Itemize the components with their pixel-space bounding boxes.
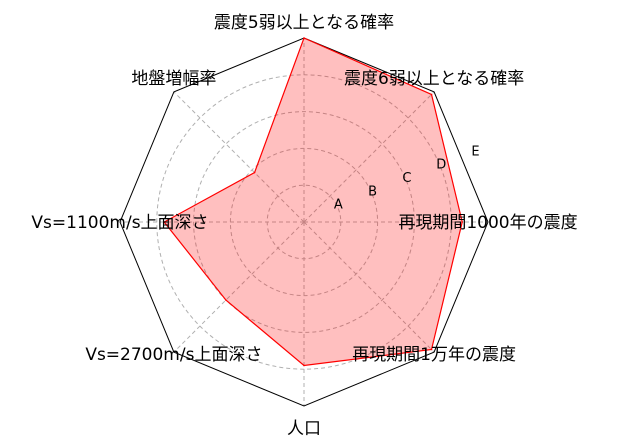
axis-label-3: 再現期間1000年の震度 [398, 213, 577, 233]
axis-label-5: 人口 [287, 419, 321, 439]
spoke-6 [173, 221, 305, 353]
axis-label-7: Vs=1100m/s上面深さ [31, 213, 208, 233]
ring-label-C: C [402, 171, 411, 186]
axis-label-8: 地盤増幅率 [131, 69, 216, 89]
radar-data [163, 37, 464, 367]
ring-label-A: A [334, 198, 343, 213]
data-point-6 [225, 299, 227, 301]
data-point-5 [303, 364, 305, 367]
data-point-2 [430, 93, 433, 96]
spoke-4 [303, 221, 435, 353]
radar-grid [119, 37, 489, 407]
axis-label-2: 震度6弱以上となる確率 [344, 69, 524, 89]
spoke-8 [173, 91, 305, 223]
grid-ring-3 [193, 111, 415, 333]
data-point-7 [163, 221, 165, 223]
data-point-8 [253, 171, 256, 174]
radar-frame [119, 37, 489, 407]
ring-label-B: B [368, 184, 377, 199]
data-point-3 [461, 221, 464, 223]
ring-label-D: D [436, 158, 446, 173]
ring-label-E: E [471, 144, 479, 159]
data-point-1 [303, 37, 305, 39]
spoke-2 [303, 91, 435, 223]
axis-label-1: 震度5弱以上となる確率 [214, 13, 394, 33]
data-point-4 [430, 348, 433, 351]
radar-labels: A B C D E 震度5弱以上となる確率震度6弱以上となる確率再現期間1000年の震度再… [31, 13, 577, 439]
axis-label-4: 再現期間1万年の震度 [352, 345, 516, 365]
axis-label-6: Vs=2700m/s上面深さ [85, 345, 262, 365]
